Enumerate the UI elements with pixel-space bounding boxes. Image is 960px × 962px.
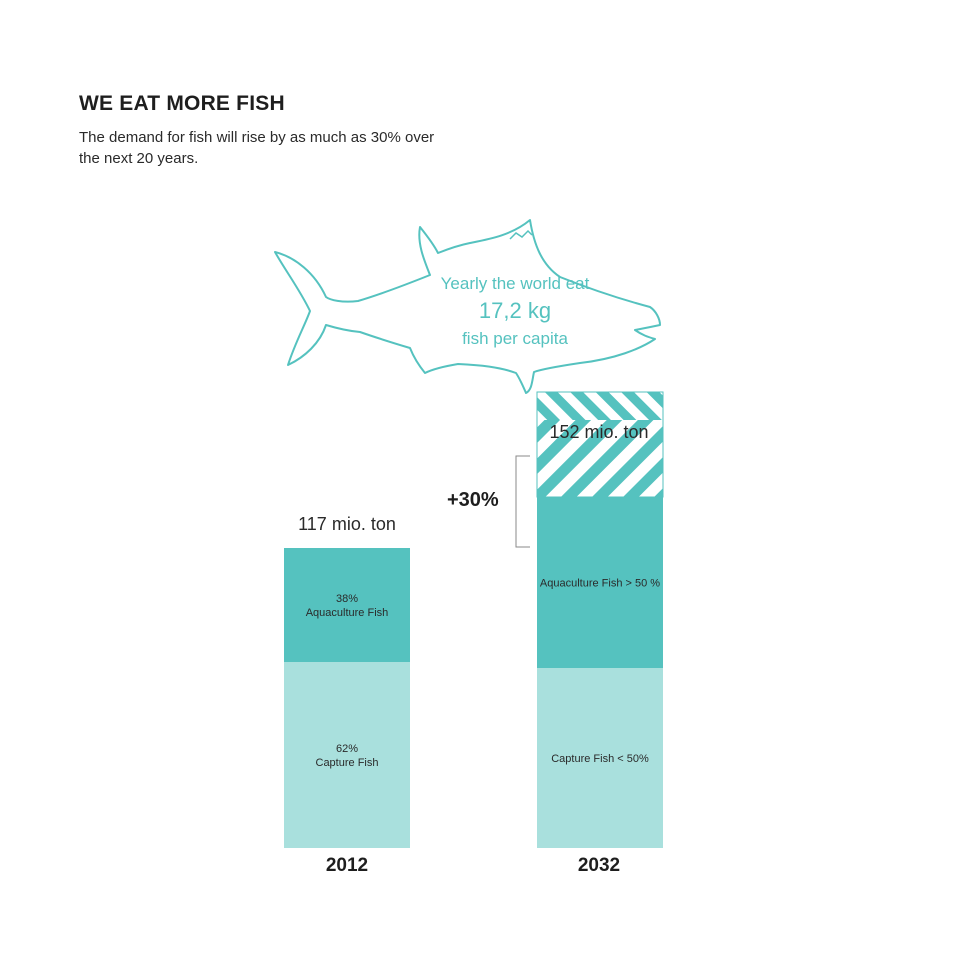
- total-label-2012: 117 mio. ton: [298, 514, 396, 534]
- increase-bracket: [515, 455, 530, 548]
- year-label-2012: 2012: [325, 855, 369, 876]
- tuna-fish-outline-icon: [274, 219, 661, 394]
- page-title: WE EAT MORE FISH: [79, 92, 285, 115]
- bar-2012-aquaculture: [284, 548, 410, 662]
- increase-label: +30%: [447, 489, 499, 511]
- segment-label-2032-aquaculture: Aquaculture Fish > 50 %: [540, 578, 660, 590]
- year-label-2032: 2032: [577, 855, 621, 876]
- segment-label-2012-capture: 62%: [336, 743, 358, 755]
- page-subtitle: The demand for fish will rise by as much…: [79, 129, 435, 167]
- fish-text-line-1: Yearly the world eat: [440, 274, 590, 293]
- bar-2032-increase: [537, 420, 663, 497]
- segment-label-2032-capture: Capture Fish < 50%: [551, 753, 649, 765]
- segment-label-2012-aquaculture: Aquaculture Fish: [306, 607, 389, 619]
- bar-2032-increase-top: [537, 392, 663, 420]
- bar-2012-capture: [284, 662, 410, 848]
- bar-2032-capture: [537, 668, 663, 848]
- total-label-2032: 152 mio. ton: [549, 422, 649, 442]
- fish-text-line-3: fish per capita: [462, 329, 568, 348]
- segment-label-2012-capture: Capture Fish: [316, 757, 379, 769]
- segment-label-2012-aquaculture: 38%: [336, 593, 358, 605]
- bar-2032-aquaculture: [537, 497, 663, 668]
- bar-2032-increase-outline: [536, 391, 664, 498]
- fish-per-capita-value: 17,2 kg: [478, 298, 552, 323]
